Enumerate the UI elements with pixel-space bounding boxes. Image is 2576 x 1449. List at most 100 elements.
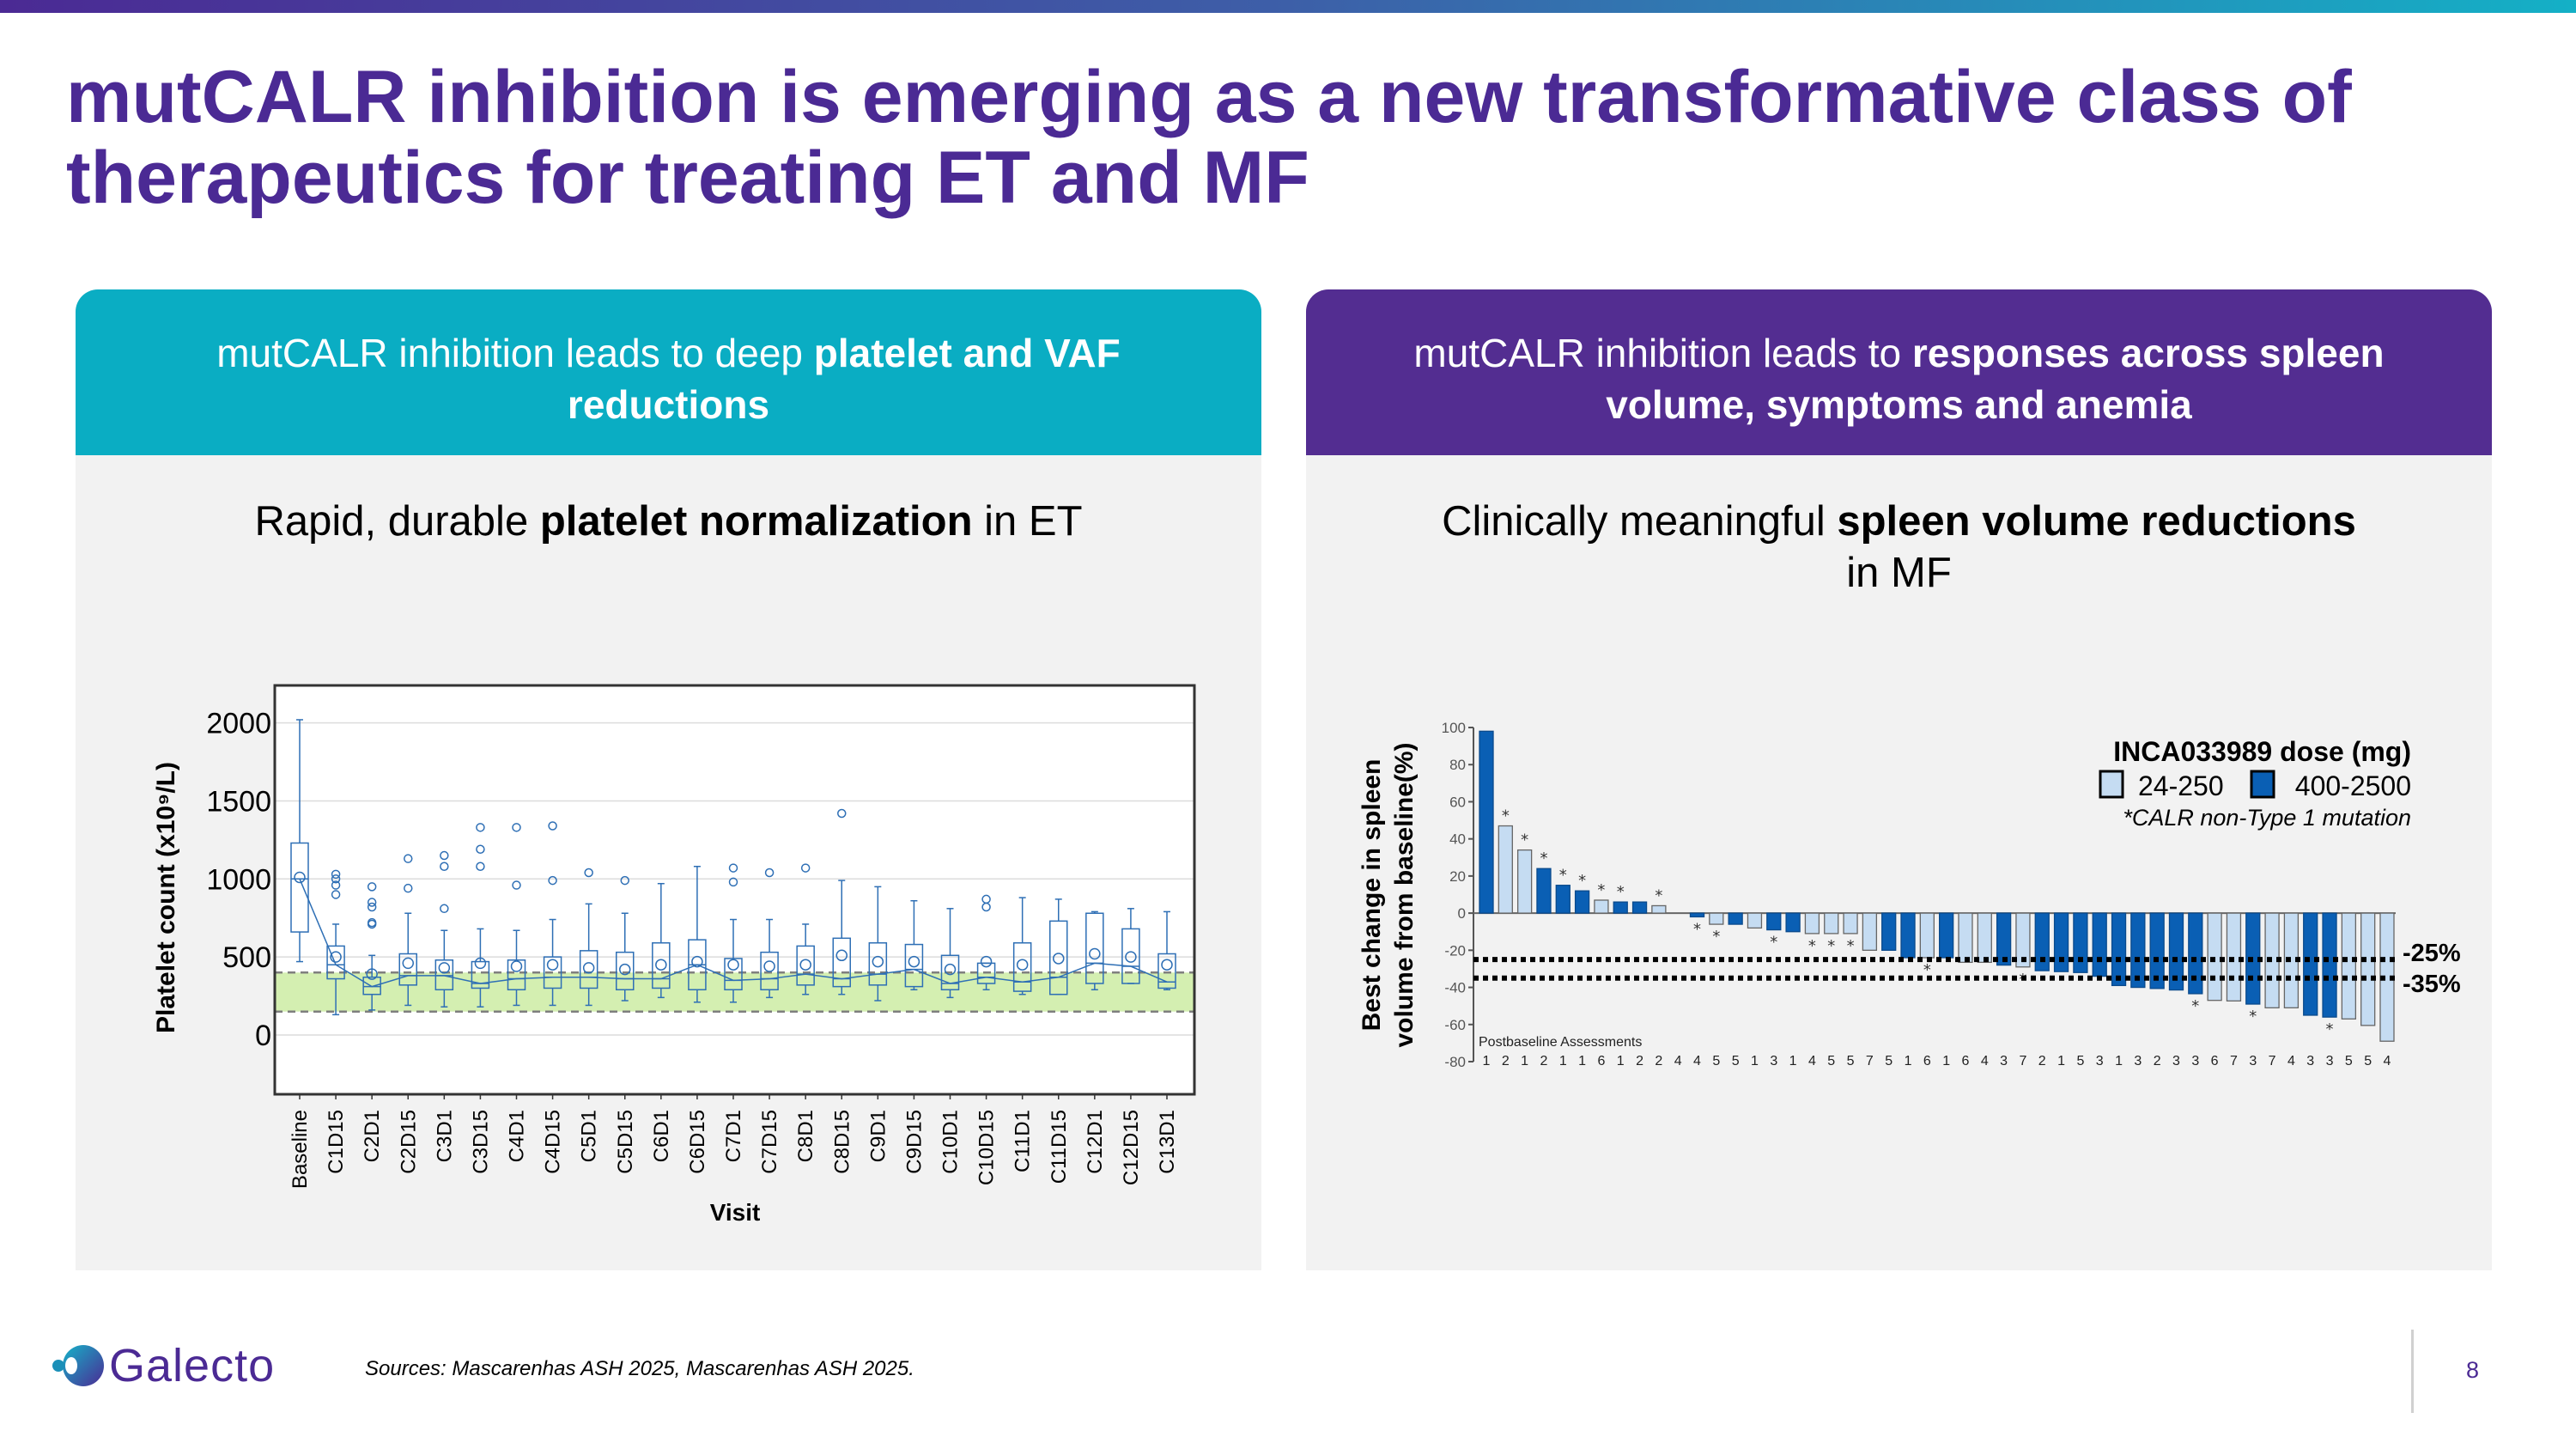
assessment-count: 3 [2306, 1054, 2314, 1068]
box-C6D1 [652, 882, 671, 999]
y-tick-label: 0 [1458, 905, 1466, 922]
x-tick-label: C9D15 [902, 1110, 926, 1174]
assessment-count: 2 [1540, 1054, 1548, 1068]
assessment-count: 5 [2364, 1054, 2372, 1068]
non-type1-star-icon: * [1827, 937, 1835, 955]
galecto-logo-mark-icon [52, 1345, 104, 1386]
assessment-count: 1 [1578, 1054, 1586, 1068]
assessment-count: 3 [2134, 1054, 2142, 1068]
waterfall-bar [2034, 912, 2050, 971]
waterfall-bar [1613, 901, 1628, 914]
box-iqr [362, 976, 381, 995]
mean-marker [402, 957, 414, 970]
box-iqr [579, 950, 598, 989]
page-number: 8 [2466, 1357, 2480, 1383]
box-iqr [796, 945, 815, 986]
waterfall-bar [2015, 912, 2031, 968]
x-tick-label: C7D1 [722, 1110, 745, 1162]
y-tick-label: 500 [222, 941, 271, 974]
mean-marker [546, 959, 559, 971]
outlier-point [512, 880, 521, 890]
assessment-count: 5 [1847, 1054, 1855, 1068]
outlier-point [331, 874, 341, 884]
waterfall-bar [1958, 912, 1973, 964]
waterfall-bar [1900, 912, 1916, 959]
non-type1-star-icon: * [1578, 872, 1586, 890]
assessment-count: 3 [2249, 1054, 2257, 1068]
assessment-count: 2 [1655, 1054, 1662, 1068]
mean-marker [366, 968, 378, 980]
box-iqr [760, 951, 779, 991]
waterfall-bar [2149, 912, 2165, 989]
mean-marker [510, 960, 523, 972]
header-bold-text: reductions [567, 382, 770, 427]
outlier-point [512, 823, 521, 832]
assessment-count: 4 [1808, 1054, 1816, 1068]
legend-label-low-dose: 24-250 [2138, 770, 2224, 801]
waterfall-bar [1516, 849, 1533, 914]
mean-marker [330, 951, 342, 963]
reference-label-25: -25% [2403, 940, 2461, 967]
y-tick-label: -20 [1444, 942, 1466, 959]
y-tick-label: 0 [255, 1020, 271, 1052]
reference-label-35: -35% [2403, 971, 2461, 998]
waterfall-bar [1804, 912, 1820, 935]
waterfall-bar [1766, 912, 1782, 931]
outlier-point [331, 880, 341, 890]
box-iqr [543, 956, 562, 989]
mean-marker [1016, 959, 1029, 971]
x-tick-label: C1D15 [325, 1110, 348, 1174]
box-C7D1 [724, 863, 743, 1003]
subtitle-text: Clinically meaningful [1442, 498, 1838, 545]
x-tick-label: C8D15 [830, 1110, 854, 1174]
waterfall-bar [1536, 868, 1552, 914]
assessment-count: 1 [1483, 1054, 1491, 1068]
y-axis-title-line-2: volume from baseline(%) [1390, 742, 1419, 1047]
postbaseline-assessments-label: Postbaseline Assessments [1479, 1035, 1642, 1050]
box-C10D15 [976, 894, 996, 991]
assessment-count: 1 [1942, 1054, 1950, 1068]
assessment-count: 7 [1866, 1054, 1874, 1068]
non-type1-star-icon: * [1540, 849, 1547, 868]
mean-marker [980, 955, 993, 968]
mean-marker [1089, 947, 1101, 960]
assessment-count: 5 [1827, 1054, 1835, 1068]
non-type1-star-icon: * [2326, 1020, 2334, 1038]
x-tick-label: C12D15 [1120, 1110, 1143, 1185]
top-gradient-bar [0, 0, 2576, 13]
header-bold-text: volume, symptoms and anemia [1606, 382, 2192, 427]
outlier-point [981, 902, 991, 912]
box-iqr [290, 842, 309, 933]
box-iqr [1157, 953, 1176, 989]
mean-marker [944, 963, 957, 976]
waterfall-bar [1747, 912, 1763, 929]
waterfall-bar [2053, 912, 2069, 972]
waterfall-bar [1881, 912, 1897, 951]
x-tick-label: C2D15 [397, 1110, 420, 1174]
subtitle-text: in ET [972, 498, 1083, 545]
box-iqr [326, 945, 345, 980]
waterfall-bar [2168, 912, 2184, 991]
waterfall-bar [1594, 899, 1609, 914]
assessment-count: 4 [1693, 1054, 1701, 1068]
x-tick-label: C11D15 [1048, 1110, 1071, 1184]
box-iqr [434, 959, 454, 991]
assessment-count: 4 [1981, 1054, 1989, 1068]
box-iqr [832, 937, 851, 988]
outlier-point [548, 821, 557, 831]
y-tick-label: -40 [1444, 980, 1466, 996]
spleen-panel: mutCALR inhibition leads to responses ac… [1306, 289, 2492, 1270]
plot-area [275, 685, 1194, 1094]
waterfall-bar [1939, 912, 1954, 959]
x-tick-label: C4D1 [506, 1110, 529, 1162]
assessment-count: 4 [2384, 1054, 2391, 1068]
mean-marker [1161, 959, 1173, 971]
assessment-count: 1 [2115, 1054, 2123, 1068]
y-tick-label: 2000 [206, 708, 271, 740]
outlier-point [367, 882, 377, 892]
mean-marker [872, 955, 884, 968]
y-tick-label: -80 [1444, 1054, 1466, 1070]
y-tick-label: 1500 [206, 785, 271, 818]
box-C2D1 [362, 882, 381, 1011]
